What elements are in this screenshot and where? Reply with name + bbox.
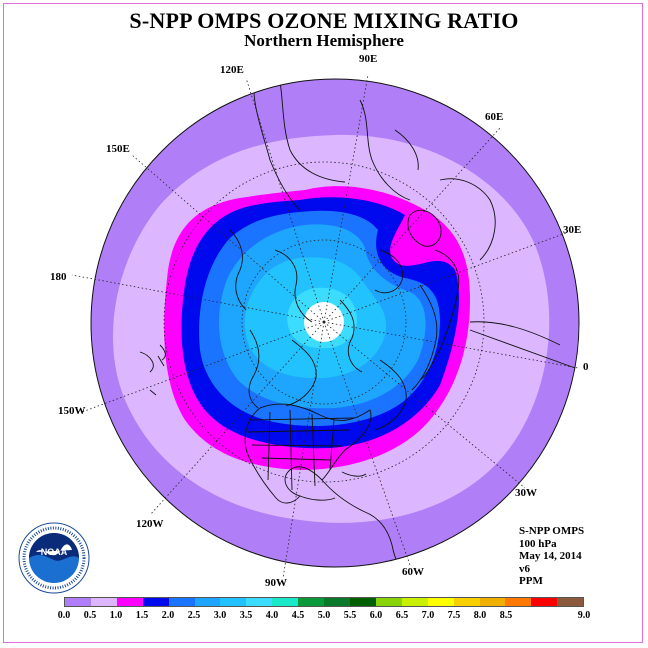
color-bar-swatch [116,598,143,606]
lon-label-30e: 30E [563,224,581,236]
color-bar-swatch [272,598,299,606]
color-bar-tick-label: 6.0 [369,610,383,621]
color-bar-tick-label: 8.5 [499,610,513,621]
info-version: v6 [519,562,530,575]
longitude-labels: 90E 60E 30E 0 30W 60W 90W 120W 150W 180 … [50,53,589,589]
info-panel: S-NPP OMPS 100 hPa May 14, 2014 v6 PPM [519,525,584,588]
map-border [90,78,580,568]
color-bar-tick-label: 1.5 [135,610,149,621]
color-bar-tick-label: 4.0 [265,610,279,621]
color-bar-swatch [324,598,350,606]
color-bar-tick-label: 5.5 [343,610,357,621]
noaa-logo: NOAA [18,522,90,594]
color-bar-tick-label: 7.0 [421,610,435,621]
color-bar-tick-label: 2.5 [187,610,201,621]
color-bar-swatch [375,598,402,606]
page-title: S-NPP OMPS OZONE MIXING RATIO [129,8,519,33]
color-bar-swatch [246,598,273,606]
color-bar-swatch [142,598,169,606]
color-bar-swatch [90,598,117,606]
color-bar-ticks: 0.0 0.5 1.0 1.5 2.0 2.5 3.0 3.5 4.0 4.5 5.0 5.5 6.0 6… [0,610,648,624]
color-bar-swatch [557,598,584,606]
color-bar-tick-label: 5.0 [317,610,331,621]
lon-label-30w: 30W [515,487,537,499]
image-frame [3,3,643,643]
color-bar-tick-label: 9.0 [577,610,591,621]
lon-label-90w: 90W [265,577,287,589]
color-bar-swatch [427,598,454,606]
color-bar-swatch [505,598,532,606]
color-bar-swatch [65,598,91,606]
color-bar-swatch [401,598,428,606]
color-bar-swatch [349,598,376,606]
color-bar-swatch [168,598,195,606]
lon-label-180: 180 [50,271,67,283]
lon-label-0: 0 [583,361,589,373]
page-subtitle: Northern Hemisphere [244,31,404,50]
color-bar-swatch [531,598,558,606]
lon-label-60e: 60E [485,111,503,123]
coastlines [139,79,576,567]
color-bar-swatch [479,598,506,606]
noaa-logo-text: NOAA [41,547,68,557]
color-bar-tick-label: 3.0 [213,610,227,621]
color-bar-swatch [453,598,480,606]
info-level: 100 hPa [519,537,557,550]
color-bar [64,597,584,607]
lon-label-150w: 150W [58,405,86,417]
lon-label-150e: 150E [106,143,130,155]
color-bar-tick-label: 4.5 [291,610,305,621]
color-bar-swatch [220,598,247,606]
lon-label-120e: 120E [220,64,244,76]
info-date: May 14, 2014 [519,550,582,562]
info-units: PPM [519,575,543,587]
lon-label-60w: 60W [402,566,424,578]
color-bar-tick-label: 7.5 [447,610,461,621]
color-bar-tick-label: 2.0 [161,610,175,621]
color-bar-tick-label: 0.5 [83,610,97,621]
lon-label-90e: 90E [359,53,377,65]
color-bar-tick-label: 0.0 [57,610,71,621]
color-bar-swatch [298,598,325,606]
info-instrument: S-NPP OMPS [519,525,585,537]
graticule [71,74,579,579]
lon-label-120w: 120W [136,518,164,530]
color-bar-tick-label: 3.5 [239,610,253,621]
color-bar-tick-label: 6.5 [395,610,409,621]
color-bar-tick-label: 8.0 [473,610,487,621]
color-bar-swatch [194,598,221,606]
color-bar-tick-label: 1.0 [109,610,123,621]
